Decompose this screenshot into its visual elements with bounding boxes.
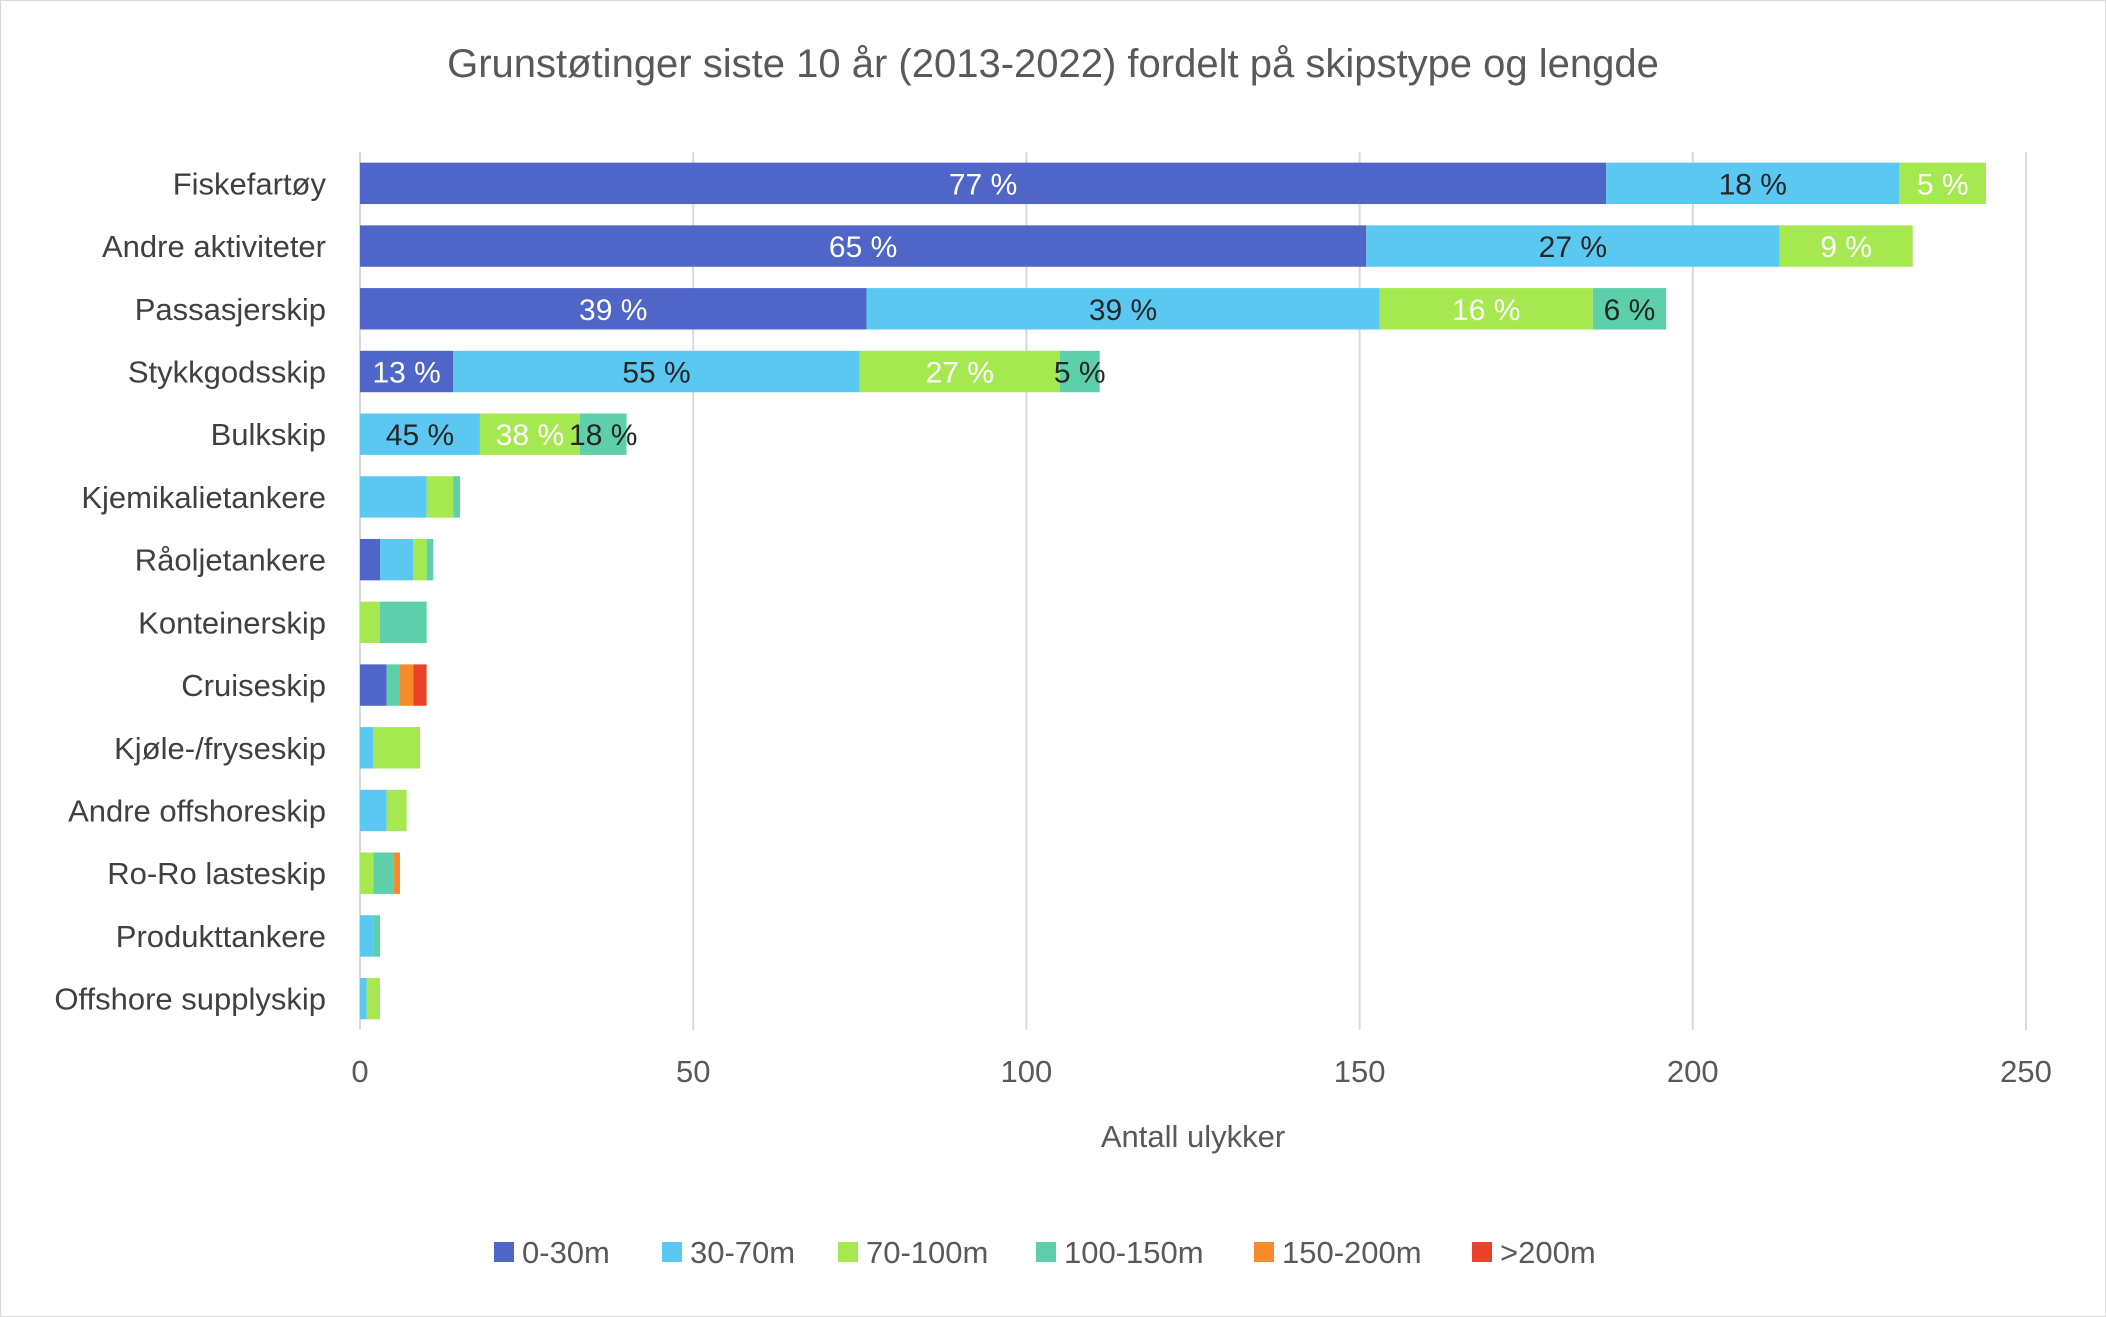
x-tick-label: 0 <box>351 1054 368 1089</box>
bar-fiskefartøy-30-70m <box>1606 162 1900 205</box>
legend: 0-30m 30-70m 70-100m 100-150m 150-200m >200m <box>494 1235 1596 1270</box>
bar-konteinerskip-100-150m <box>379 601 427 644</box>
bar-cruiseskip-100-150m <box>386 664 400 706</box>
bar-andre-offshoreskip-30-70m <box>360 789 387 832</box>
bar-kjøle-fryseskip-30-70m <box>360 727 374 769</box>
gridlines <box>359 152 2027 1030</box>
data-label: 39 % <box>579 294 647 327</box>
legend-swatch-70-100m <box>838 1242 858 1262</box>
data-label: 13 % <box>372 357 440 390</box>
bar-kjemikalietankere-70-100m <box>426 476 454 518</box>
bar-cruiseskip-200m <box>413 664 427 706</box>
data-label: 6 % <box>1604 294 1656 327</box>
category-label: Passasjerskip <box>135 292 326 327</box>
data-label: 18 % <box>569 419 637 452</box>
bar-bulkskip-100-150m <box>579 413 627 455</box>
category-label: Ro-Ro lasteskip <box>107 856 326 891</box>
bar-offshore-supplyskip-70-100m <box>366 977 380 1020</box>
category-label: Fiskefartøy <box>173 166 327 201</box>
bar-konteinerskip-70-100m <box>360 601 380 644</box>
x-axis-title: Antall ulykker <box>1101 1119 1285 1154</box>
bar-andre-aktiviteter-70-100m <box>1779 225 1913 267</box>
x-tick-label: 150 <box>1334 1054 1386 1089</box>
bar-passasjerskip-0-30m <box>360 288 867 330</box>
data-label: 16 % <box>1452 294 1520 327</box>
bar-produkttankere-100-150m <box>373 915 380 957</box>
legend-swatch-200m <box>1472 1242 1492 1262</box>
bar-passasjerskip-100-150m <box>1592 288 1667 330</box>
chart-title: Grunstøtinger siste 10 år (2013-2022) fo… <box>447 42 1659 86</box>
bar-passasjerskip-30-70m <box>866 288 1380 330</box>
category-label: Kjemikalietankere <box>81 480 326 515</box>
bar-råoljetankere-100-150m <box>426 538 434 581</box>
bar-råoljetankere-0-30m <box>360 538 380 581</box>
bar-fiskefartøy-0-30m <box>360 162 1607 205</box>
bar-passasjerskip-70-100m <box>1379 288 1593 330</box>
category-label: Råoljetankere <box>135 543 326 578</box>
data-label: 27 % <box>1539 231 1607 264</box>
data-label: 9 % <box>1820 231 1872 264</box>
bar-andre-aktiviteter-30-70m <box>1366 225 1780 267</box>
bar-ro-ro-lasteskip-100-150m <box>373 852 394 894</box>
bars: 77 % 18 % 5 % 65 % 27 % 9 % 39 % 39 % 16 % 6 % 13 … <box>360 162 1987 1020</box>
legend-label: 100-150m <box>1064 1235 1204 1270</box>
x-tick-labels: 0 50 100 150 200 250 <box>351 1054 2051 1089</box>
x-tick-label: 200 <box>1667 1054 1719 1089</box>
legend-swatch-100-150m <box>1036 1242 1056 1262</box>
bar-stykkgodsskip-70-100m <box>859 350 1060 393</box>
bar-produkttankere-30-70m <box>360 915 374 957</box>
legend-swatch-0-30m <box>494 1242 514 1262</box>
category-label: Offshore supplyskip <box>54 982 326 1017</box>
bar-ro-ro-lasteskip-70-100m <box>360 852 374 894</box>
data-label: 45 % <box>386 419 454 452</box>
category-labels: Fiskefartøy Andre aktiviteter Passasjerski… <box>54 166 326 1016</box>
bar-stykkgodsskip-0-30m <box>360 350 454 393</box>
data-label: 55 % <box>622 357 690 390</box>
bar-stykkgodsskip-100-150m <box>1059 350 1100 393</box>
bar-cruiseskip-150-200m <box>399 664 414 706</box>
bar-bulkskip-70-100m <box>479 413 580 455</box>
bar-kjemikalietankere-30-70m <box>360 476 427 518</box>
legend-label: 150-200m <box>1282 1235 1422 1270</box>
data-label: 5 % <box>1054 357 1106 390</box>
bar-fiskefartøy-70-100m <box>1899 162 1987 205</box>
data-label: 5 % <box>1917 168 1969 201</box>
data-label: 18 % <box>1719 168 1787 201</box>
data-label: 39 % <box>1089 294 1157 327</box>
bar-andre-aktiviteter-0-30m <box>360 225 1367 267</box>
legend-swatch-150-200m <box>1254 1242 1274 1262</box>
bar-offshore-supplyskip-30-70m <box>360 977 367 1020</box>
bar-bulkskip-30-70m <box>360 413 480 455</box>
bar-råoljetankere-30-70m <box>379 538 414 581</box>
category-label: Andre aktiviteter <box>102 229 326 264</box>
category-label: Cruiseskip <box>181 668 326 703</box>
x-tick-label: 250 <box>2000 1054 2052 1089</box>
legend-label: >200m <box>1500 1235 1596 1270</box>
bar-kjemikalietankere-100-150m <box>453 476 460 518</box>
data-label: 27 % <box>926 357 994 390</box>
data-label: 65 % <box>829 231 897 264</box>
data-label: 77 % <box>949 168 1017 201</box>
bar-andre-offshoreskip-70-100m <box>386 789 407 832</box>
bar-ro-ro-lasteskip-150-200m <box>393 852 400 894</box>
category-label: Konteinerskip <box>138 605 326 640</box>
x-tick-label: 50 <box>676 1054 710 1089</box>
bar-kjøle-fryseskip-70-100m <box>373 727 420 769</box>
legend-label: 30-70m <box>690 1235 795 1270</box>
category-label: Kjøle-/fryseskip <box>114 731 326 766</box>
category-label: Stykkgodsskip <box>128 355 326 390</box>
x-tick-label: 100 <box>1001 1054 1053 1089</box>
category-label: Bulkskip <box>211 417 326 452</box>
bar-stykkgodsskip-30-70m <box>453 350 860 393</box>
category-label: Andre offshoreskip <box>68 794 326 829</box>
legend-label: 70-100m <box>866 1235 988 1270</box>
legend-swatch-30-70m <box>662 1242 682 1262</box>
bar-råoljetankere-70-100m <box>413 538 427 581</box>
category-label: Produkttankere <box>116 919 326 954</box>
legend-label: 0-30m <box>522 1235 610 1270</box>
bar-cruiseskip-0-30m <box>360 664 387 706</box>
data-label: 38 % <box>496 419 564 452</box>
